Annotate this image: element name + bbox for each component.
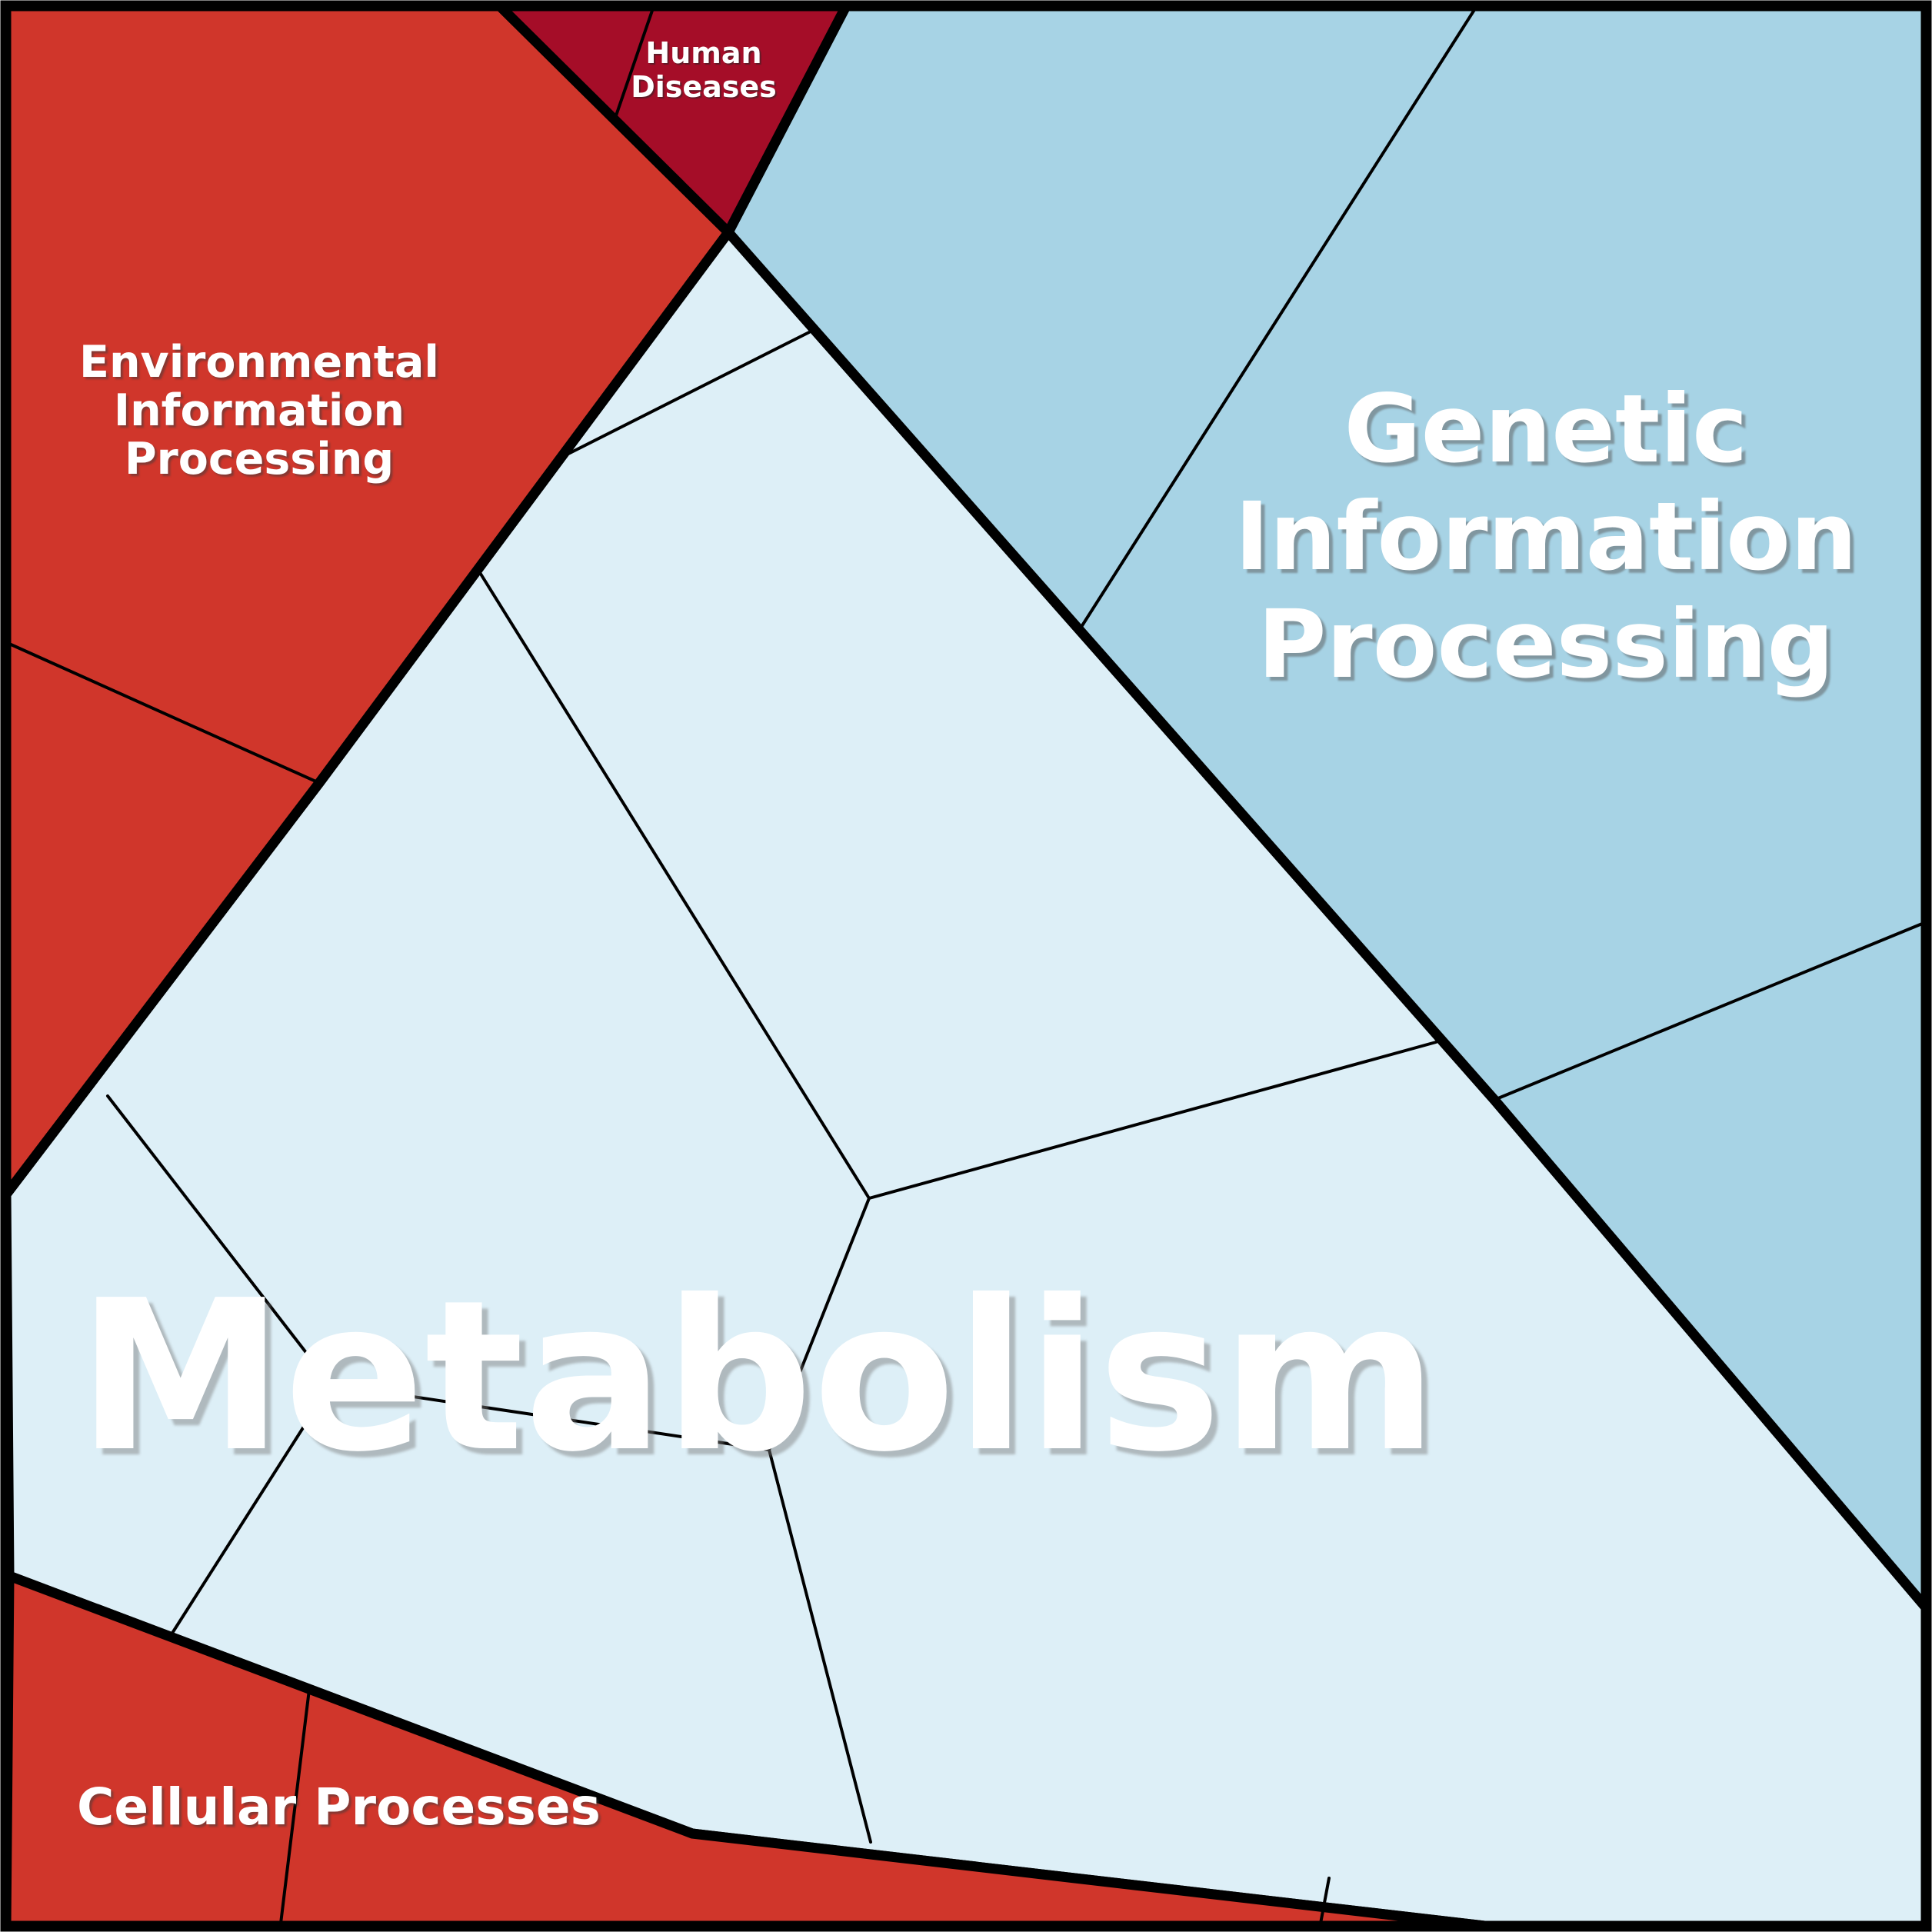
- genetic-information-processing-label: Information: [1234, 482, 1857, 591]
- metabolism-subdivision-line: [478, 570, 871, 1200]
- cellular-processes-label: Cellular Processes: [77, 1777, 601, 1837]
- metabolism-subdivision-line: [168, 1383, 332, 1638]
- cellular-processes-subdivision-line: [1318, 1877, 1331, 1929]
- genetic-information-processing-subdivision-line: [1080, 5, 1478, 628]
- metabolism-subdivision-line: [106, 1094, 332, 1386]
- metabolism-subdivision-line: [768, 1197, 871, 1451]
- metabolism-subdivision-line: [329, 1383, 771, 1451]
- environmental-information-processing-label: Environmental: [79, 337, 439, 388]
- human-diseases-subdivision-line: [613, 5, 655, 122]
- metabolism-subdivision-line: [768, 1448, 872, 1844]
- genetic-information-processing-label: Genetic: [1344, 375, 1748, 484]
- environmental-information-processing-label: Information: [114, 385, 405, 436]
- human-diseases-label: Human: [645, 36, 761, 70]
- environmental-information-processing-label: Processing: [125, 434, 394, 485]
- metabolism-subdivision-line: [868, 1041, 1437, 1200]
- human-diseases-label: Diseases: [631, 70, 777, 104]
- environmental-information-processing-subdivision-line: [8, 642, 321, 784]
- metabolism-label: Metabolism: [78, 1255, 1438, 1497]
- genetic-information-processing-label: Processing: [1257, 590, 1834, 699]
- cellular-processes-subdivision-line: [278, 1688, 311, 1931]
- metabolism-subdivision-line: [562, 331, 811, 458]
- genetic-information-processing-subdivision-line: [1493, 921, 1927, 1101]
